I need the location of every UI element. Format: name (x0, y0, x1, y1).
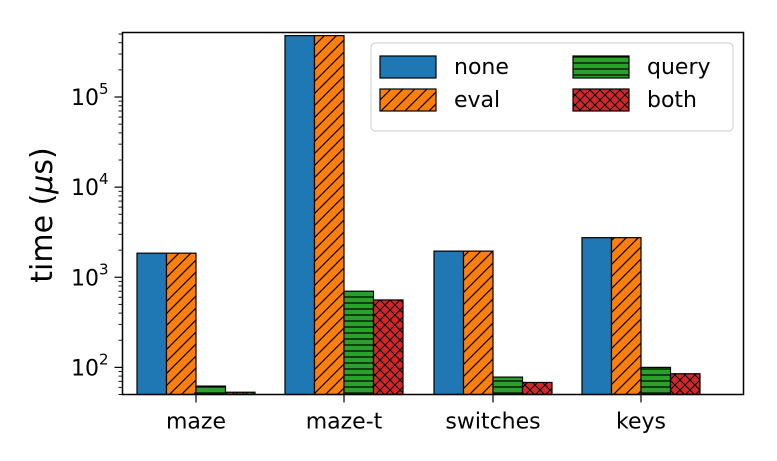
legend-label-query: query (647, 55, 711, 80)
y-axis-label: time (μs) (25, 147, 60, 282)
legend: none eval query both (370, 42, 734, 132)
bar-both-switches (521, 381, 553, 396)
x-axis: maze maze-t switches keys (166, 394, 666, 435)
y-axis: 102 103 104 105 (71, 33, 123, 395)
legend-label-both: both (647, 88, 697, 113)
legend-swatch-query (572, 55, 630, 79)
bar-query-switches (492, 376, 524, 396)
y-tick-label: 102 (71, 350, 109, 381)
bar-both-maze-t (372, 299, 404, 396)
bar-none-switches (433, 250, 465, 396)
bar-eval-maze-t (313, 35, 345, 396)
legend-swatch-none (379, 55, 437, 79)
plot-frame (121, 31, 745, 396)
y-tick-label: 105 (71, 80, 109, 111)
x-tick-label-maze: maze (166, 410, 226, 435)
bar-eval-maze (165, 252, 197, 396)
bar-none-maze-t (284, 35, 316, 396)
x-tick-label-keys: keys (616, 410, 666, 435)
bar-none-keys (581, 237, 613, 396)
bar-eval-switches (462, 250, 494, 396)
bar-query-maze (195, 385, 227, 396)
bar-query-maze-t (343, 290, 375, 396)
bar-none-maze (136, 252, 168, 396)
bars-group (136, 35, 701, 396)
legend-swatch-both (572, 88, 630, 112)
bar-both-keys (669, 373, 701, 396)
legend-label-eval: eval (454, 88, 500, 113)
bar-query-keys (640, 366, 672, 396)
bar-eval-keys (610, 237, 642, 396)
y-tick-label: 104 (71, 170, 109, 201)
legend-frame (370, 42, 734, 132)
x-tick-label-maze-t: maze-t (306, 410, 383, 435)
x-tick-label-switches: switches (445, 410, 540, 435)
legend-swatch-eval (379, 88, 437, 112)
legend-label-none: none (454, 55, 509, 80)
y-tick-label: 103 (71, 260, 109, 291)
